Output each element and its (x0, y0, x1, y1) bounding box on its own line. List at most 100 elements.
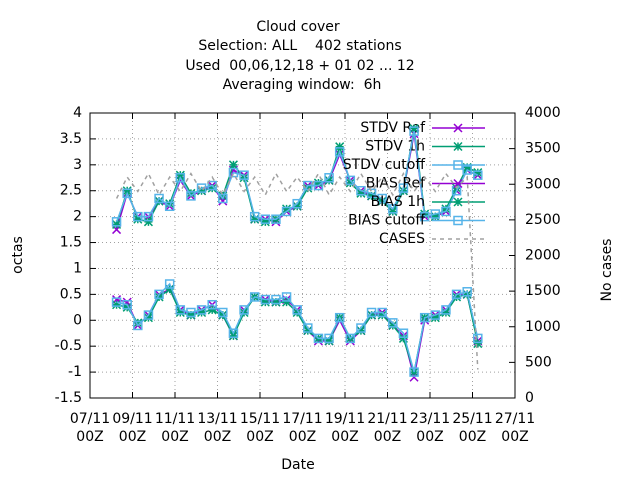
data-point (377, 310, 387, 320)
data-point (271, 214, 281, 224)
data-point (473, 168, 483, 178)
data-point (430, 209, 441, 219)
data-point (196, 305, 207, 315)
data-point (409, 367, 419, 377)
data-point (356, 185, 366, 196)
legend-marker (453, 160, 463, 170)
data-point (260, 294, 271, 305)
data-point (133, 318, 143, 328)
data-point (388, 318, 398, 328)
y2-tick-label: 0 (525, 390, 534, 406)
data-point (313, 180, 324, 191)
y-tick-label: 1.5 (60, 235, 82, 251)
x-tick-label-box: 07/11 00Z (70, 411, 110, 445)
y-tick-label: -0.5 (55, 338, 82, 354)
x-tick-label-box: 25/11 00Z (452, 411, 492, 445)
x-tick-label-box: 11/11 00Z (155, 411, 195, 445)
data-point (175, 173, 186, 183)
data-point (356, 188, 366, 198)
data-point (430, 310, 441, 320)
data-point (175, 305, 186, 315)
legend-label: CASES (379, 231, 425, 247)
data-point (356, 326, 366, 336)
data-point (441, 305, 451, 315)
data-point (218, 310, 228, 320)
data-point (228, 167, 239, 178)
x-axis-label: Date (281, 457, 314, 473)
data-point (441, 307, 451, 318)
data-point (430, 212, 440, 222)
chart-title: Averaging window: 6h (223, 77, 382, 93)
data-point (207, 180, 217, 191)
chart-title: Cloud cover (256, 19, 340, 35)
data-point (260, 214, 271, 224)
data-point (196, 183, 207, 193)
data-point (271, 294, 281, 305)
data-point (324, 333, 334, 344)
data-point (334, 147, 345, 157)
data-point (218, 191, 228, 201)
x-tick-label-box: 23/11 00Z (410, 411, 450, 445)
data-point (186, 188, 196, 198)
x-tick-label: 13/11 00Z (197, 411, 238, 445)
x-tick-label: 21/11 00Z (367, 411, 408, 445)
data-point (313, 333, 324, 344)
y2-tick-label: 1500 (525, 283, 561, 299)
y-tick-label: 0.5 (60, 286, 82, 302)
legend-marker (453, 215, 463, 226)
data-point (260, 297, 270, 307)
data-point (367, 310, 377, 320)
legend-marker (453, 123, 463, 133)
data-point (419, 312, 430, 323)
data-point (111, 297, 122, 307)
data-point (303, 323, 313, 333)
y2-tick-label: 4000 (525, 105, 561, 121)
data-point (154, 193, 164, 204)
series-line (115, 130, 479, 223)
data-point (398, 183, 409, 193)
x-tick-label: 15/11 00Z (239, 411, 281, 445)
data-point (282, 297, 292, 307)
data-point (367, 191, 377, 201)
data-point (292, 305, 302, 315)
data-point (377, 196, 387, 206)
y2-tick-label: 3500 (525, 141, 561, 157)
legend-marker (453, 197, 463, 207)
data-point (366, 188, 377, 199)
x-tick-label-box: 27/11 00Z (495, 411, 535, 445)
data-point (473, 339, 483, 349)
x-tick-label-box: 17/11 00Z (282, 411, 323, 445)
legend-label: BIAS cutoff (348, 213, 425, 229)
data-point (345, 178, 355, 188)
data-point (197, 307, 207, 318)
data-point (143, 310, 154, 320)
data-point (133, 214, 143, 224)
data-point (462, 165, 472, 175)
data-point (239, 307, 249, 318)
data-point (175, 307, 185, 318)
y-tick-label: 3.5 (60, 131, 82, 147)
data-point (122, 302, 132, 312)
data-point (292, 198, 302, 209)
y-tick-label: -1.5 (55, 390, 82, 406)
data-point (122, 299, 132, 310)
y2-tick-label: 2500 (525, 212, 561, 228)
data-point (398, 186, 408, 196)
data-point (324, 175, 334, 185)
y-tick-label: 1 (73, 260, 82, 276)
data-point (473, 170, 483, 180)
data-point (207, 183, 217, 193)
data-point (441, 206, 451, 217)
chart-title: Used 00,06,12,18 + 01 02 ... 12 (185, 58, 414, 74)
data-point (122, 188, 132, 199)
legend-marker (453, 178, 463, 189)
data-point (292, 307, 302, 318)
data-point (281, 292, 292, 302)
data-point (249, 211, 260, 222)
data-point (154, 289, 164, 300)
x-tick-label: 17/11 00Z (282, 411, 323, 445)
data-point (345, 333, 356, 344)
x-tick-label: 09/11 00Z (112, 411, 153, 445)
data-point (164, 201, 175, 212)
